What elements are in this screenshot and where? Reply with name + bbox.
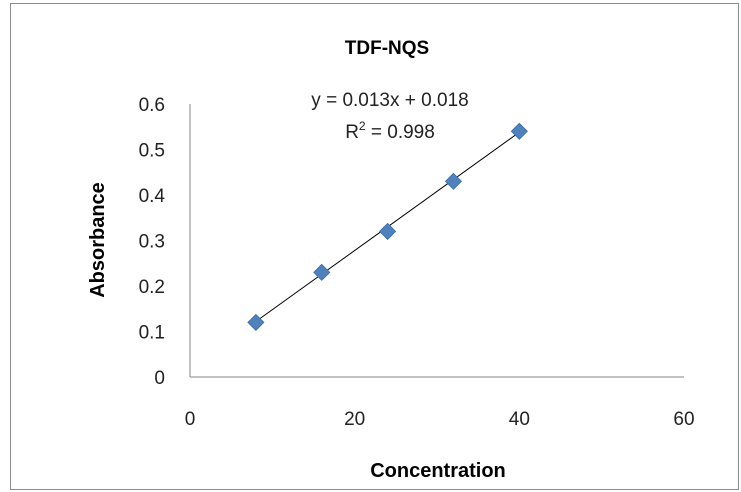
trendline-equation: y = 0.013x + 0.018 [311, 90, 468, 111]
y-tick-label: 0.4 [139, 186, 166, 207]
r-squared-value: = 0.998 [366, 122, 435, 143]
data-point [247, 313, 265, 331]
data-points [247, 122, 528, 331]
tick-labels: 0 0.1 0.2 0.3 0.4 0.5 0.6 0 20 40 60 [139, 95, 695, 430]
y-tick-label: 0.6 [139, 95, 165, 116]
chart-frame [10, 3, 739, 490]
y-tick-label: 0 [154, 368, 165, 389]
y-tick-label: 0.1 [139, 323, 165, 344]
x-axis-title: Concentration [370, 460, 506, 482]
r-squared-superscript: 2 [359, 119, 366, 133]
r-squared-label: R2 = 0.998 [345, 119, 435, 143]
y-axis-title: Absorbance [87, 182, 109, 298]
data-point [313, 263, 331, 281]
r-squared-symbol: R [345, 122, 359, 143]
x-tick-label: 0 [185, 409, 196, 430]
x-tick-label: 60 [673, 409, 694, 430]
data-point [444, 172, 463, 190]
chart-title: TDF-NQS [345, 38, 429, 59]
y-tick-label: 0.2 [139, 277, 165, 298]
axes [189, 104, 684, 378]
y-tick-label: 0.5 [139, 141, 165, 162]
x-tick-label: 20 [344, 409, 365, 430]
data-point [379, 222, 397, 240]
y-tick-label: 0.3 [139, 232, 165, 253]
x-tick-label: 40 [509, 409, 530, 430]
data-point [510, 122, 528, 140]
